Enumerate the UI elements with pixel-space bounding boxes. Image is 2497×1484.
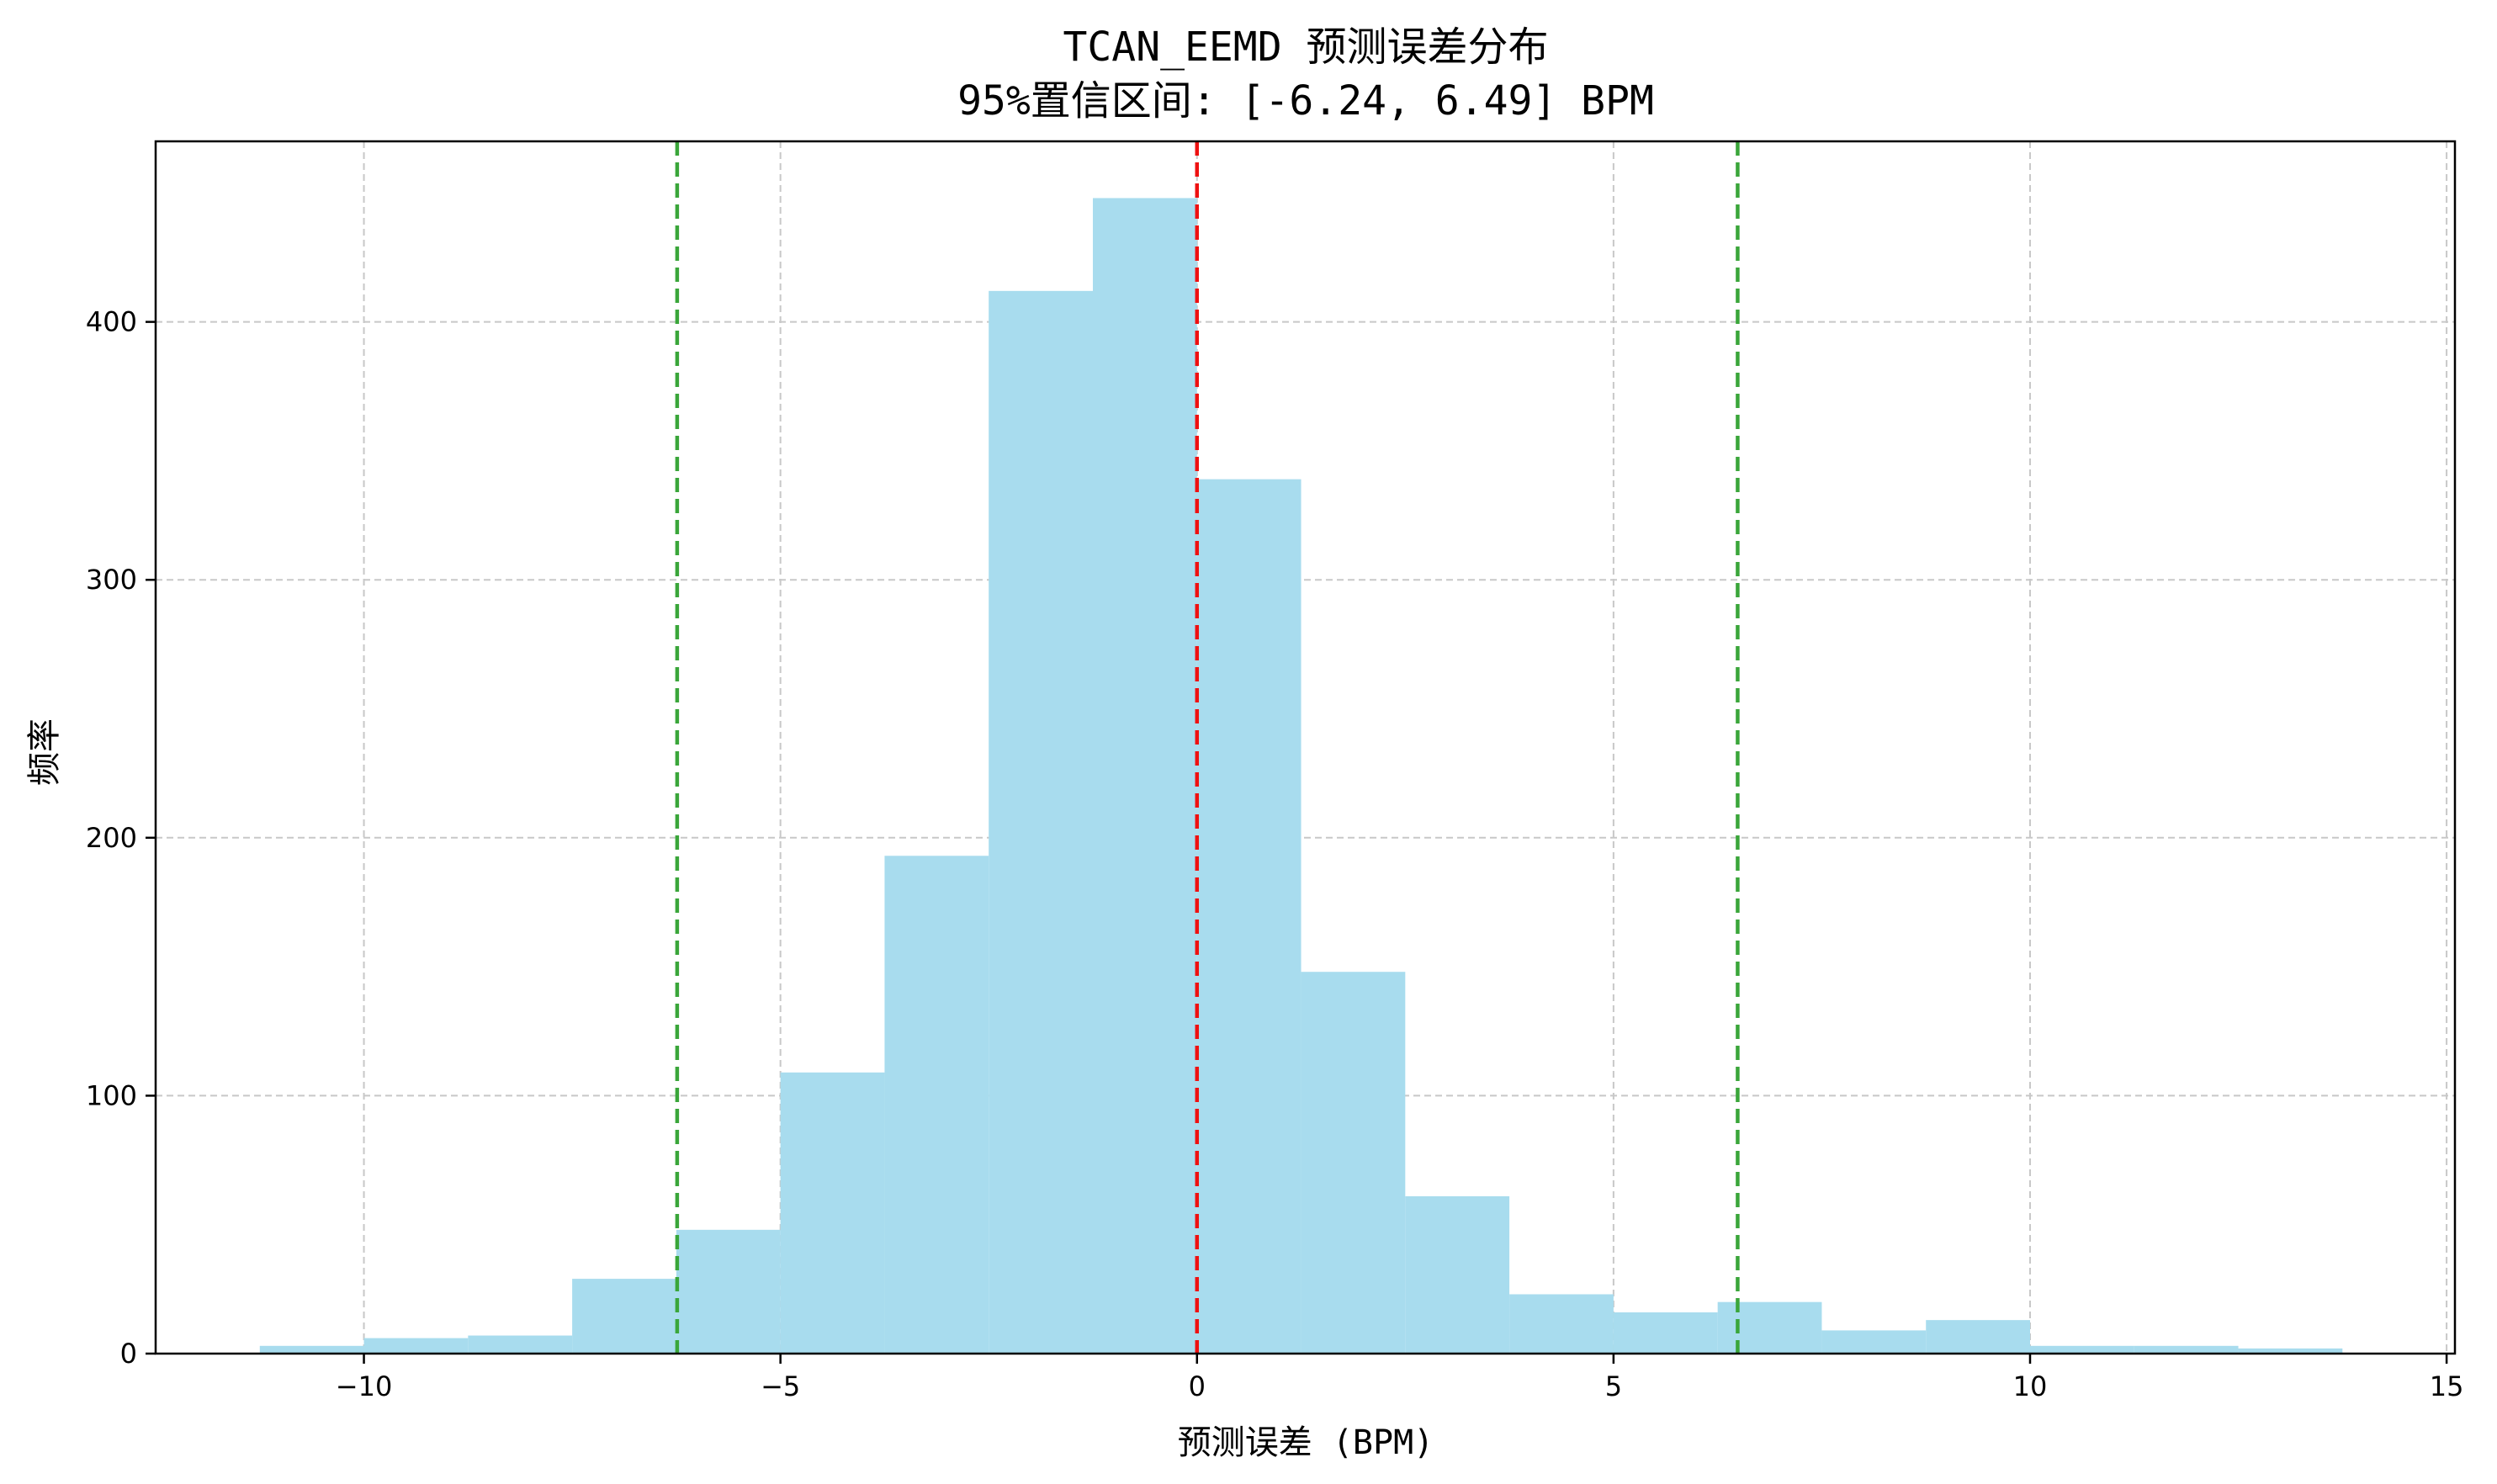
x-tick-label: −10 [336, 1370, 393, 1402]
histogram-bar [1613, 1312, 1718, 1354]
y-axis-label: 频率 [25, 718, 64, 786]
histogram-bar [468, 1335, 573, 1354]
y-tick-label: 100 [86, 1079, 137, 1111]
histogram-bar [363, 1338, 469, 1354]
histogram-bar [572, 1279, 676, 1354]
x-tick-label: 5 [1605, 1370, 1622, 1402]
x-tick-label: −5 [761, 1370, 800, 1402]
histogram-bar [1926, 1320, 2030, 1354]
plot-frame [154, 140, 2457, 1355]
x-tick-label: 15 [2430, 1370, 2464, 1402]
reference-lines [675, 141, 1740, 1354]
histogram-bar [2134, 1345, 2239, 1354]
x-axis-label: 预测误差 (BPM) [1178, 1423, 1434, 1462]
x-tick-label: 0 [1189, 1370, 1206, 1402]
histogram-bar [884, 856, 989, 1354]
x-tick-label: 10 [2013, 1370, 2048, 1402]
y-axis-ticks: 0 100 200 300 400 [86, 306, 156, 1370]
histogram-bars [259, 198, 2343, 1354]
histogram-bar [259, 1345, 364, 1354]
histogram-bar [2238, 1348, 2343, 1354]
histogram-bar [676, 1229, 781, 1354]
histogram-bar [1717, 1301, 1822, 1354]
x-axis-ticks: −10 −5 0 5 10 15 [336, 1354, 2464, 1402]
histogram-bar [1405, 1195, 1510, 1354]
histogram-bar [1509, 1294, 1614, 1354]
y-tick-label: 300 [86, 564, 137, 596]
histogram-bar [989, 290, 1093, 1354]
histogram-bar [1301, 972, 1406, 1354]
histogram-bar [1092, 198, 1197, 1354]
y-tick-label: 0 [120, 1338, 137, 1370]
y-tick-label: 200 [86, 822, 137, 854]
histogram-bar [780, 1072, 885, 1354]
histogram-bar [1196, 479, 1302, 1354]
chart-subtitle: 95%置信区间: [-6.24, 6.49] BPM [957, 77, 1654, 125]
histogram-bar [2029, 1345, 2134, 1354]
histogram-bar [1821, 1330, 1927, 1354]
chart-title: TCAN_EEMD 预测误差分布 [1063, 24, 1549, 71]
y-tick-label: 400 [86, 306, 137, 338]
